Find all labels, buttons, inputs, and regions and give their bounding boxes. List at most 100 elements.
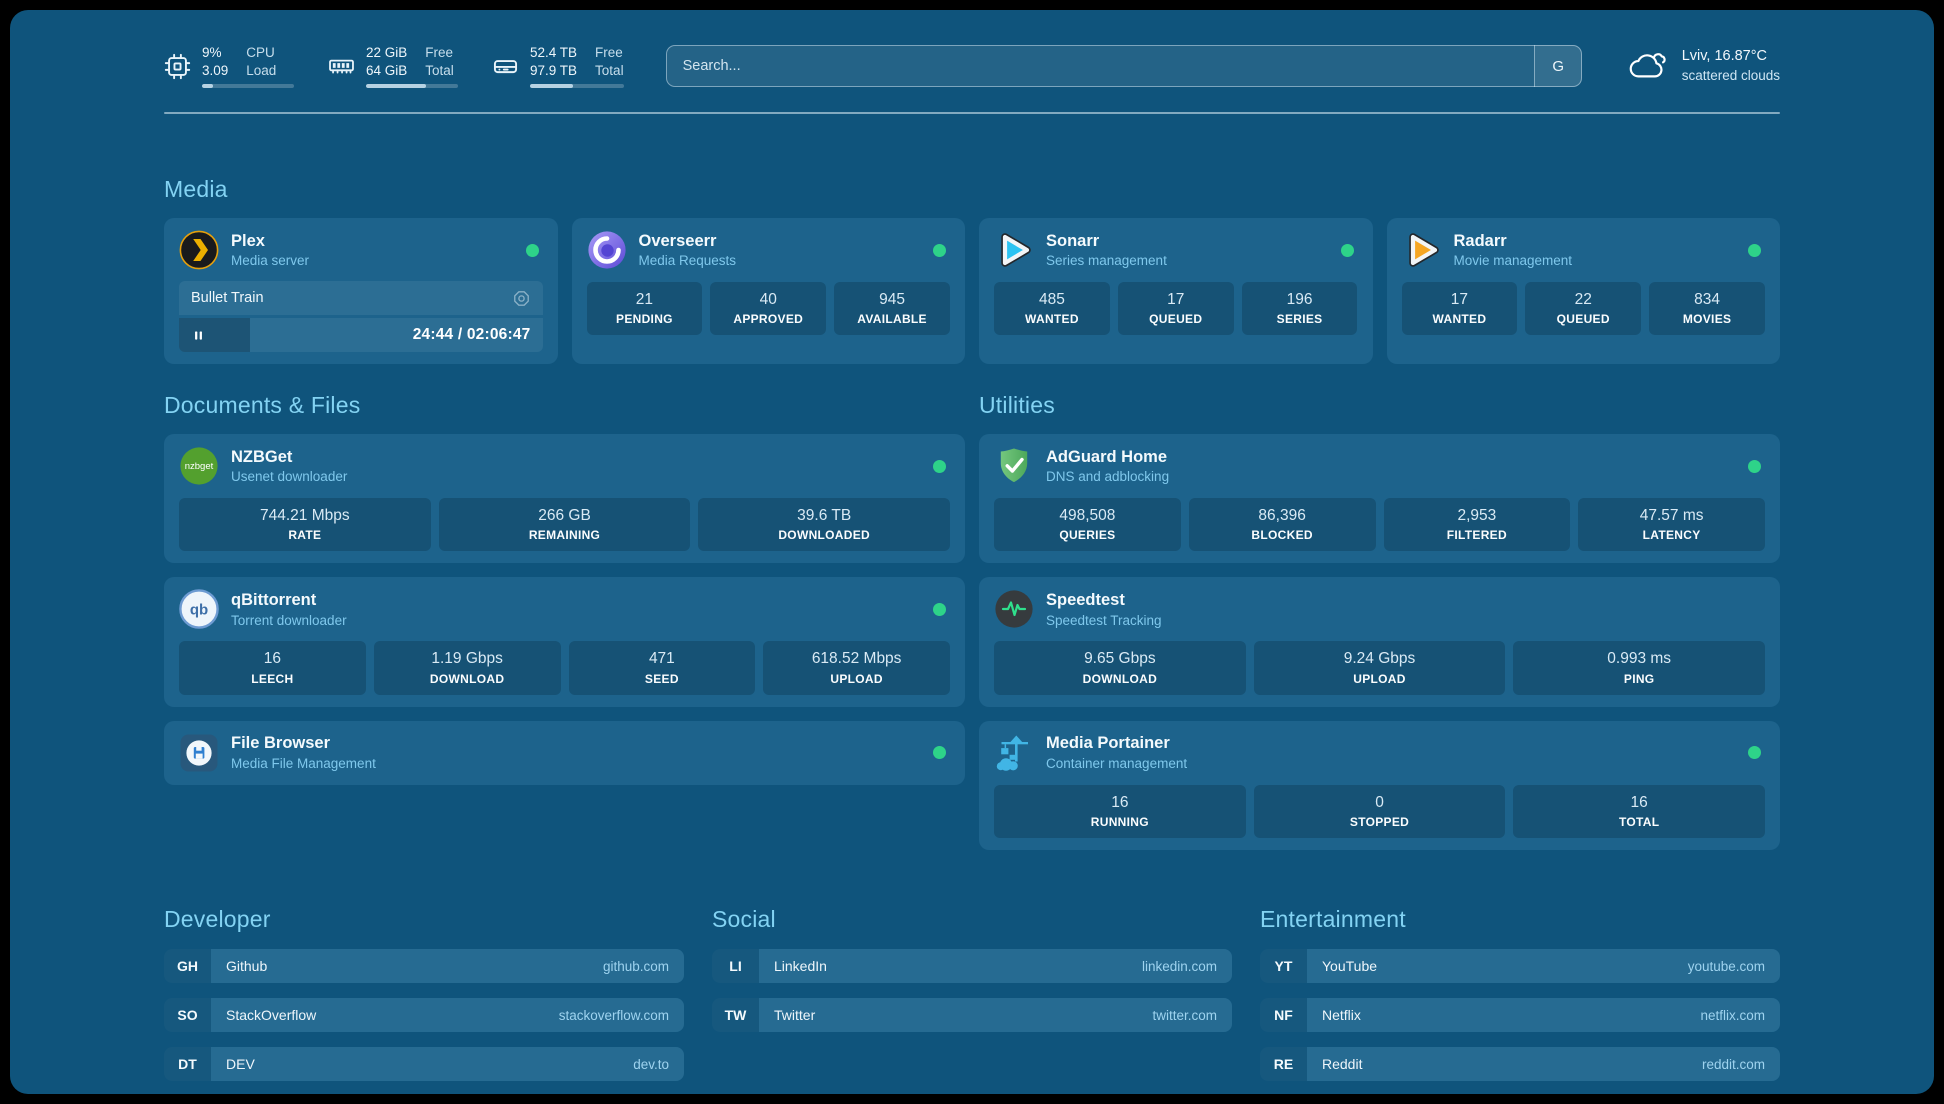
plex-card[interactable]: Plex Media server Bullet Train [164, 218, 558, 365]
stat-leech: 16 LEECH [179, 641, 366, 695]
documents-column: Documents & Files nzbget NZBGet U [164, 392, 965, 850]
bookmark-abbr: DT [164, 1047, 211, 1082]
stat-value: 2,953 [1457, 507, 1497, 525]
stat-value: 9.65 Gbps [1084, 650, 1156, 668]
app-subtitle: Speedtest Tracking [1046, 612, 1162, 628]
bookmark-name: DEV [226, 1056, 255, 1073]
cpu-percent: 9% [202, 45, 222, 60]
bookmark-twitter[interactable]: TW Twitter twitter.com [712, 998, 1232, 1033]
app-subtitle: Container management [1046, 756, 1188, 772]
search-input[interactable] [665, 45, 1582, 88]
bookmark-dev[interactable]: DT DEV dev.to [164, 1047, 684, 1082]
section-title-entertainment: Entertainment [1260, 906, 1406, 933]
section-title-utilities: Utilities [979, 392, 1055, 419]
bookmark-name: Twitter [774, 1007, 816, 1024]
app-name: qBittorrent [231, 591, 317, 610]
stat-value: 485 [1038, 291, 1065, 309]
bookmark-url: twitter.com [1152, 1007, 1217, 1023]
sonarr-card[interactable]: Sonarr Series management 485 WANTED 17 Q… [979, 218, 1373, 365]
stat-value: 16 [263, 650, 281, 668]
stat-label: DOWNLOAD [1082, 671, 1158, 686]
bookmark-linkedin[interactable]: LI LinkedIn linkedin.com [712, 949, 1232, 984]
bookmark-stackoverflow[interactable]: SO StackOverflow stackoverflow.com [164, 998, 684, 1033]
stat-downloaded: 39.6 TB DOWNLOADED [698, 498, 951, 552]
app-name: Speedtest [1046, 591, 1125, 610]
bookmark-url: youtube.com [1687, 958, 1765, 974]
media-grid: Plex Media server Bullet Train [164, 218, 1780, 365]
app-name: Plex [231, 231, 265, 250]
stat-download: 9.65 Gbps DOWNLOAD [994, 641, 1246, 695]
weather-condition: scattered clouds [1681, 67, 1780, 83]
stat-value: 9.24 Gbps [1343, 650, 1416, 668]
stat-approved: 40 APPROVED [710, 282, 827, 336]
stat-label: UPLOAD [1353, 671, 1406, 686]
stream-camera-icon [512, 289, 531, 308]
bookmark-netflix[interactable]: NF Netflix netflix.com [1260, 998, 1780, 1033]
stat-label: RATE [288, 528, 322, 543]
pause-icon[interactable] [191, 328, 206, 343]
adguard-card[interactable]: AdGuard Home DNS and adblocking 498,508 … [979, 434, 1780, 564]
cpu-load-value: 3.09 [202, 62, 229, 78]
resource-widgets: 9% 3.09 CPU Load [164, 44, 624, 89]
cpu-progress-track [202, 84, 294, 89]
memory-free-value: 22 GiB [366, 45, 408, 60]
stat-blocked: 86,396 BLOCKED [1188, 498, 1376, 552]
stat-wanted: 485 WANTED [994, 282, 1110, 336]
search-provider-button[interactable]: G [1533, 45, 1582, 88]
topbar: 9% 3.09 CPU Load [164, 44, 1780, 89]
memory-widget: 22 GiB 64 GiB Free Total [328, 44, 458, 89]
stat-value: 16 [1630, 793, 1648, 811]
weather-location: Lviv, 16.87°C [1681, 48, 1768, 65]
stat-label: PENDING [616, 312, 673, 327]
stat-label: DOWNLOAD [429, 671, 505, 686]
app-name: Radarr [1453, 231, 1507, 250]
svg-text:qb: qb [190, 602, 208, 619]
bookmark-github[interactable]: GH Github github.com [164, 949, 684, 984]
stat-download: 1.19 Gbps DOWNLOAD [373, 641, 561, 695]
bookmark-url: netflix.com [1700, 1007, 1765, 1023]
stat-pending: 21 PENDING [586, 282, 703, 336]
app-subtitle: Media File Management [231, 756, 376, 772]
stat-value: 0 [1375, 793, 1384, 811]
filebrowser-card[interactable]: File Browser Media File Management [164, 720, 965, 785]
disk-progress-fill [530, 84, 574, 89]
memory-icon [328, 53, 355, 80]
stat-label: UPLOAD [830, 671, 883, 686]
stat-label: LEECH [251, 671, 294, 686]
speedtest-card[interactable]: Speedtest Speedtest Tracking 9.65 Gbps D… [979, 577, 1780, 707]
portainer-card[interactable]: Media Portainer Container management 16 … [979, 720, 1780, 851]
stat-label: WANTED [1025, 312, 1079, 327]
app-subtitle: Torrent downloader [231, 612, 347, 628]
stat-available: 945 AVAILABLE [834, 282, 950, 336]
stat-value: 21 [635, 291, 654, 309]
bookmark-name: Github [226, 958, 268, 975]
bookmark-reddit[interactable]: RE Reddit reddit.com [1260, 1047, 1780, 1082]
status-dot [1340, 243, 1354, 257]
adguard-icon [994, 446, 1034, 486]
stat-label: TOTAL [1618, 815, 1660, 830]
playback-progress-fill [179, 318, 250, 353]
app-name: Overseerr [638, 231, 717, 250]
now-playing-title: Bullet Train [191, 290, 264, 307]
search-bar: G [665, 45, 1582, 88]
bookmark-group-developer: Developer GH Github github.com SO StackO… [164, 906, 684, 1082]
section-title-media: Media [164, 176, 228, 203]
stat-label: DOWNLOADED [778, 528, 871, 543]
radarr-card[interactable]: Radarr Movie management 17 WANTED 22 QUE… [1386, 218, 1780, 365]
bookmark-url: dev.to [633, 1056, 669, 1072]
stat-value: 266 GB [538, 507, 591, 525]
status-dot [933, 243, 946, 257]
overseerr-card[interactable]: Overseerr Media Requests 21 PENDING 40 A… [571, 218, 965, 365]
stat-value: 744.21 Mbps [260, 507, 350, 525]
utilities-column: Utilities [979, 392, 1780, 851]
status-dot [525, 243, 539, 257]
topbar-divider [164, 112, 1780, 115]
stat-value: 498,508 [1059, 507, 1116, 525]
cpu-icon [164, 53, 191, 80]
bookmark-abbr: SO [164, 998, 211, 1033]
qbittorrent-card[interactable]: qb qBittorrent Torrent downloader 16 LEE… [164, 577, 965, 707]
bookmark-youtube[interactable]: YT YouTube youtube.com [1260, 949, 1780, 984]
status-dot [1748, 243, 1761, 257]
disk-free-value: 52.4 TB [530, 45, 578, 60]
nzbget-card[interactable]: nzbget NZBGet Usenet downloader 744.21 M… [164, 434, 965, 564]
